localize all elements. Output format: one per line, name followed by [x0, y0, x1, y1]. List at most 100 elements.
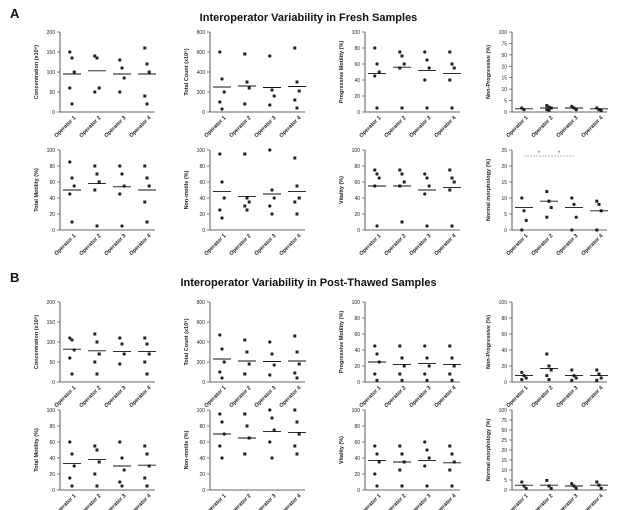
chart-4-ylabel: Total Motility (%): [34, 168, 40, 212]
chart-12-data-point: [143, 444, 147, 448]
chart-0-data-point: [93, 90, 97, 94]
chart-7-category-label: Operator 1: [505, 233, 529, 257]
chart-2-data-point: [450, 62, 454, 66]
chart-13-data-point: [270, 416, 274, 420]
chart-2-data-point: [425, 58, 429, 62]
chart-13-category-label: Operator 2: [228, 493, 252, 510]
chart-11-data-point: [574, 376, 578, 380]
chart-11-ytick-label: 0: [504, 380, 507, 386]
chart-4-data-point: [70, 220, 74, 224]
chart-4-ytick-label: 40: [49, 196, 55, 202]
chart-12-data-point: [70, 484, 74, 488]
chart-8-data-point: [145, 342, 149, 346]
chart-2-data-point: [375, 106, 379, 110]
chart-6-data-point: [375, 224, 379, 228]
chart-14-data-point: [398, 444, 402, 448]
chart-5-data-point: [268, 204, 272, 208]
chart-5-ytick-label: 60: [199, 180, 205, 186]
chart-5-data-point: [297, 196, 301, 200]
chart-0-data-point: [70, 102, 74, 106]
chart-10-data-point: [448, 344, 452, 348]
chart-9-data-point: [218, 333, 222, 337]
chart-5-data-point: [270, 212, 274, 216]
chart-11-data-point: [547, 378, 551, 382]
chart-13-category-label: Operator 3: [253, 493, 277, 510]
chart-6-data-point: [425, 224, 429, 228]
chart-12-ytick-label: 40: [49, 456, 55, 462]
panel-letter-b: B: [10, 270, 20, 285]
chart-2-data-point: [375, 62, 379, 66]
chart-11-data-point: [547, 364, 551, 368]
chart-6-data-point: [375, 172, 379, 176]
chart-5-data-point: [268, 148, 272, 152]
chart-7-data-point: [574, 215, 578, 219]
chart-2-data-point: [423, 50, 427, 54]
chart-4-category-label: Operator 4: [128, 233, 153, 258]
chart-0-data-point: [70, 56, 74, 60]
chart-12-category-label: Operator 4: [128, 493, 153, 510]
chart-4-data-point: [68, 192, 72, 196]
chart-13-data-point: [293, 408, 297, 412]
chart-11-ytick-label: 100: [499, 300, 508, 306]
chart-14-category-label: Operator 4: [433, 493, 458, 510]
chart-6-category-label: Operator 3: [408, 233, 432, 257]
chart-2-ytick-label: 0: [357, 110, 360, 116]
chart-2-ytick-label: 20: [354, 94, 360, 100]
chart-14-data-point: [452, 460, 456, 464]
chart-10-data-point: [425, 356, 429, 360]
chart-13-data-point: [270, 456, 274, 460]
chart-3-ytick-label: 5: [504, 99, 507, 105]
chart-7-sig-star: *: [558, 151, 561, 157]
chart-3-category-label: Operator 2: [530, 115, 554, 139]
chart-11-data-point: [570, 378, 574, 382]
chart-0-data-point: [145, 62, 149, 66]
chart-8-data-point: [68, 336, 72, 340]
chart-13-data-point: [220, 420, 224, 424]
chart-3-data-point: [595, 106, 599, 110]
chart-3-ytick-label: 20: [501, 64, 507, 70]
chart-2-data-point: [448, 50, 452, 54]
chart-10-data-point: [373, 344, 377, 348]
chart-0-data-point: [118, 90, 122, 94]
chart-15-data-point: [549, 486, 553, 490]
chart-7-category-label: Operator 3: [555, 233, 579, 257]
chart-6-data-point: [400, 172, 404, 176]
chart-11-data-point: [545, 352, 549, 356]
chart-8-ytick-label: 50: [49, 360, 55, 366]
chart-14-ytick-label: 60: [354, 440, 360, 446]
chart-1-data-point: [222, 90, 226, 94]
chart-10-data-point: [402, 364, 406, 368]
chart-11-data-point: [524, 376, 528, 380]
chart-9-category-label: Operator 3: [253, 385, 277, 409]
chart-8-ytick-label: 200: [47, 300, 56, 306]
chart-11-data-point: [595, 378, 599, 382]
chart-6-data-point: [377, 176, 381, 180]
chart-5-data-point: [295, 212, 299, 216]
chart-15-data-point: [524, 486, 528, 490]
chart-6-ytick-label: 40: [354, 196, 360, 202]
chart-10-data-point: [427, 364, 431, 368]
chart-11-data-point: [570, 368, 574, 372]
chart-10-data-point: [375, 352, 379, 356]
chart-5-ytick-label: 40: [199, 196, 205, 202]
chart-5-category-label: Operator 3: [253, 233, 277, 257]
chart-7-data-point: [545, 215, 549, 219]
chart-10-ytick-label: 60: [354, 332, 360, 338]
chart-2-data-point: [400, 106, 404, 110]
chart-5-data-point: [218, 152, 222, 156]
chart-6-data-point: [373, 168, 377, 172]
chart-7-data-point: [570, 228, 574, 232]
chart-7-ytick-label: 10: [501, 196, 507, 202]
chart-15-ytick-label: 25: [501, 438, 507, 444]
chart-15-category-label: Operator 1: [505, 493, 529, 510]
chart-6-category-label: Operator 4: [433, 233, 458, 258]
chart-4-data-point: [93, 188, 97, 192]
chart-6-ytick-label: 20: [354, 212, 360, 218]
chart-12-data-point: [97, 460, 101, 464]
chart-14-data-point: [450, 452, 454, 456]
chart-3-category-label: Operator 4: [580, 115, 605, 140]
chart-0-data-point: [143, 94, 147, 98]
chart-10-data-point: [450, 356, 454, 360]
chart-13-data-point: [297, 432, 301, 436]
chart-9-ytick-label: 200: [197, 360, 206, 366]
